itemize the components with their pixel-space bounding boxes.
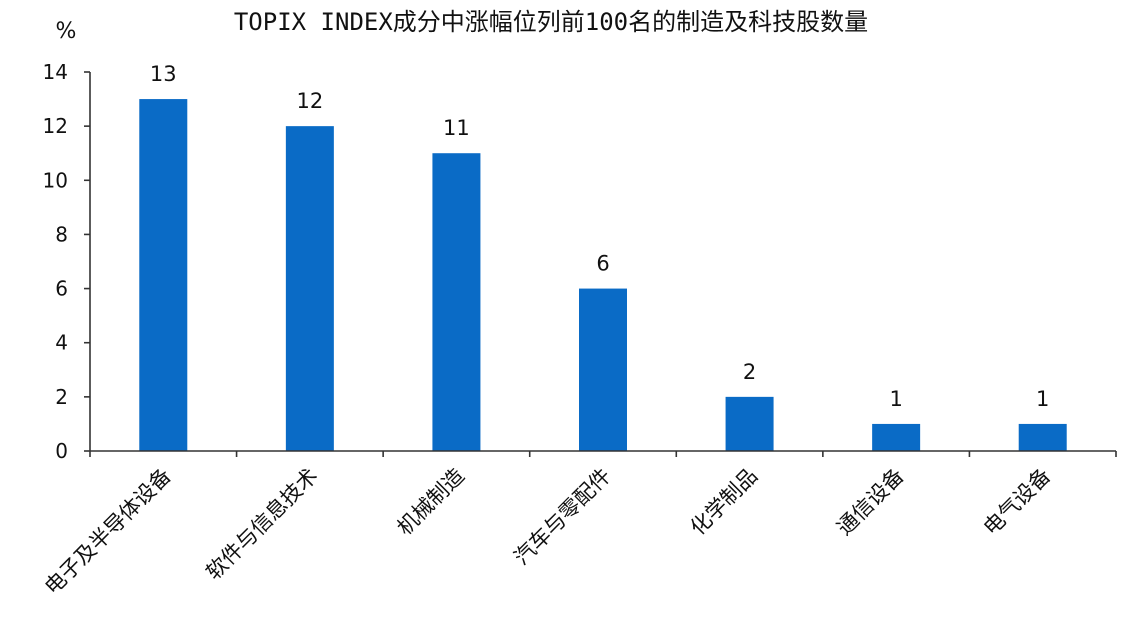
bar-3 xyxy=(432,153,481,451)
x-category-label: 电气设备 xyxy=(979,464,1055,540)
x-category-label: 汽车与零配件 xyxy=(509,464,615,570)
y-tick-label: 6 xyxy=(55,277,68,301)
x-category-label: 化学制品 xyxy=(686,464,762,540)
y-axis-unit: % xyxy=(56,19,77,44)
bar-value-label: 13 xyxy=(150,62,177,86)
chart-title: TOPIX INDEX成分中涨幅位列前100名的制造及科技股数量 xyxy=(234,8,868,36)
bar-6 xyxy=(872,423,921,451)
x-category-label: 机械制造 xyxy=(393,464,469,540)
bar-value-label: 1 xyxy=(889,387,902,411)
bar-2 xyxy=(285,126,334,452)
bar-value-label: 1 xyxy=(1036,387,1049,411)
bar-series xyxy=(139,99,1067,452)
x-axis-ticks xyxy=(89,451,1117,457)
bar-7 xyxy=(1018,423,1067,451)
y-tick-label: 0 xyxy=(55,439,68,463)
bar-5 xyxy=(725,396,774,451)
y-axis-ticks: 0 2 4 6 8 10 12 14 xyxy=(43,60,90,463)
x-category-label: 通信设备 xyxy=(832,464,908,540)
y-tick-label: 14 xyxy=(43,60,68,84)
y-tick-label: 2 xyxy=(55,385,68,409)
x-axis-category-labels: 电子及半导体设备 软件与信息技术 机械制造 汽车与零配件 化学制品 通信设备 电气设备 xyxy=(40,464,1055,600)
bar-value-label: 6 xyxy=(596,252,609,276)
x-category-label: 软件与信息技术 xyxy=(201,464,322,585)
bar-value-label: 11 xyxy=(443,116,470,140)
y-tick-label: 10 xyxy=(43,168,68,192)
y-tick-label: 12 xyxy=(43,114,68,138)
bar-4 xyxy=(579,288,627,451)
y-tick-label: 8 xyxy=(55,222,68,246)
bar-value-label: 12 xyxy=(296,89,323,113)
y-tick-label: 4 xyxy=(55,331,68,355)
bar-1 xyxy=(139,99,188,452)
x-category-label: 电子及半导体设备 xyxy=(40,464,176,600)
bar-value-label: 2 xyxy=(743,360,756,384)
